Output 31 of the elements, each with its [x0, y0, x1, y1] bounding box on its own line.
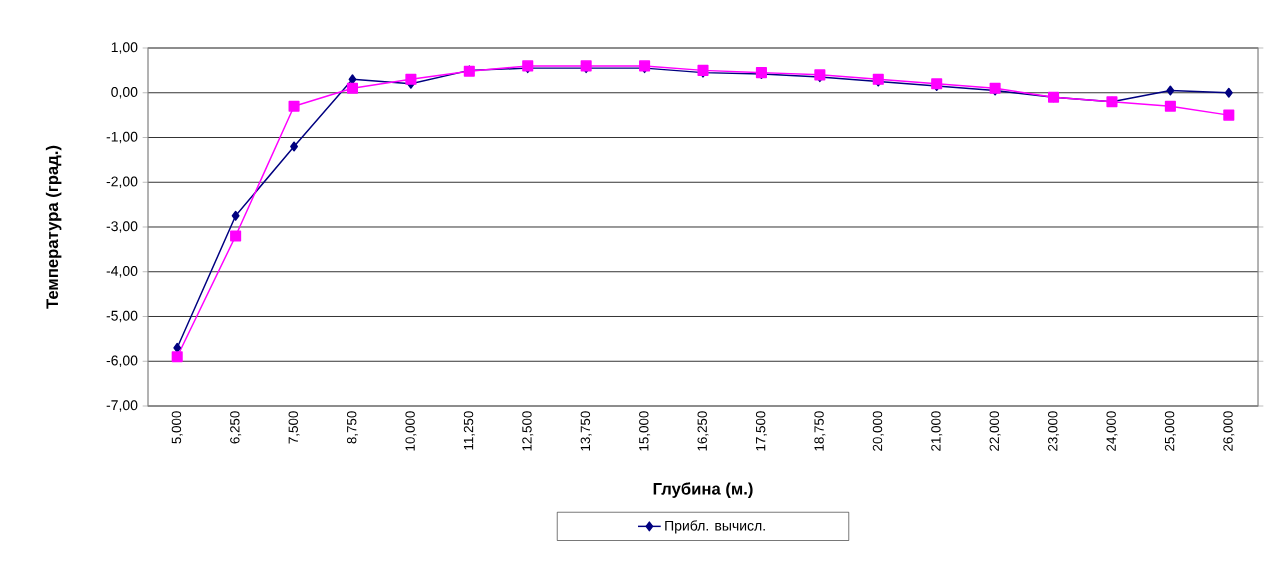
x-tick-label: 26,000	[1223, 411, 1235, 451]
x-tick-label: 17,500	[755, 411, 767, 451]
x-tick-label: 5,000	[171, 411, 183, 444]
x-tick-label: 22,000	[989, 411, 1001, 451]
y-axis-title: Температура (град.)	[45, 145, 62, 309]
y-tick-label: 1,00	[111, 42, 138, 54]
x-tick-label: 13,750	[580, 411, 592, 451]
y-tick-label: -5,00	[106, 310, 138, 323]
x-tick-label: 11,250	[463, 411, 475, 450]
y-tick-label: -1,00	[106, 131, 138, 144]
x-tick-label: 6,250	[230, 411, 242, 444]
legend-label: Прибл. вычисл.	[665, 520, 765, 534]
x-axis-title: Глубина (м.)	[653, 482, 753, 498]
x-tick-label: 10,000	[405, 411, 417, 451]
y-tick-label: -6,00	[106, 355, 138, 368]
y-tick-label: 0,00	[111, 86, 138, 99]
x-tick-label: 16,250	[697, 411, 709, 451]
y-tick-label: -2,00	[106, 176, 138, 189]
y-tick-label: -7,00	[106, 400, 138, 412]
x-tick-label: 15,000	[639, 411, 651, 451]
x-tick-label: 20,000	[872, 411, 884, 451]
y-tick-label: -4,00	[106, 265, 138, 278]
y-tick-label: -3,00	[106, 221, 138, 233]
x-tick-label: 23,000	[1048, 411, 1060, 451]
x-tick-label: 21,000	[931, 411, 943, 451]
x-tick-label: 18,750	[814, 411, 826, 451]
x-tick-label: 24,000	[1106, 411, 1118, 451]
x-tick-label: 12,500	[522, 411, 534, 451]
x-tick-label: 25,000	[1164, 411, 1176, 451]
x-tick-label: 8,750	[346, 411, 358, 444]
x-tick-label: 7,500	[288, 411, 300, 444]
